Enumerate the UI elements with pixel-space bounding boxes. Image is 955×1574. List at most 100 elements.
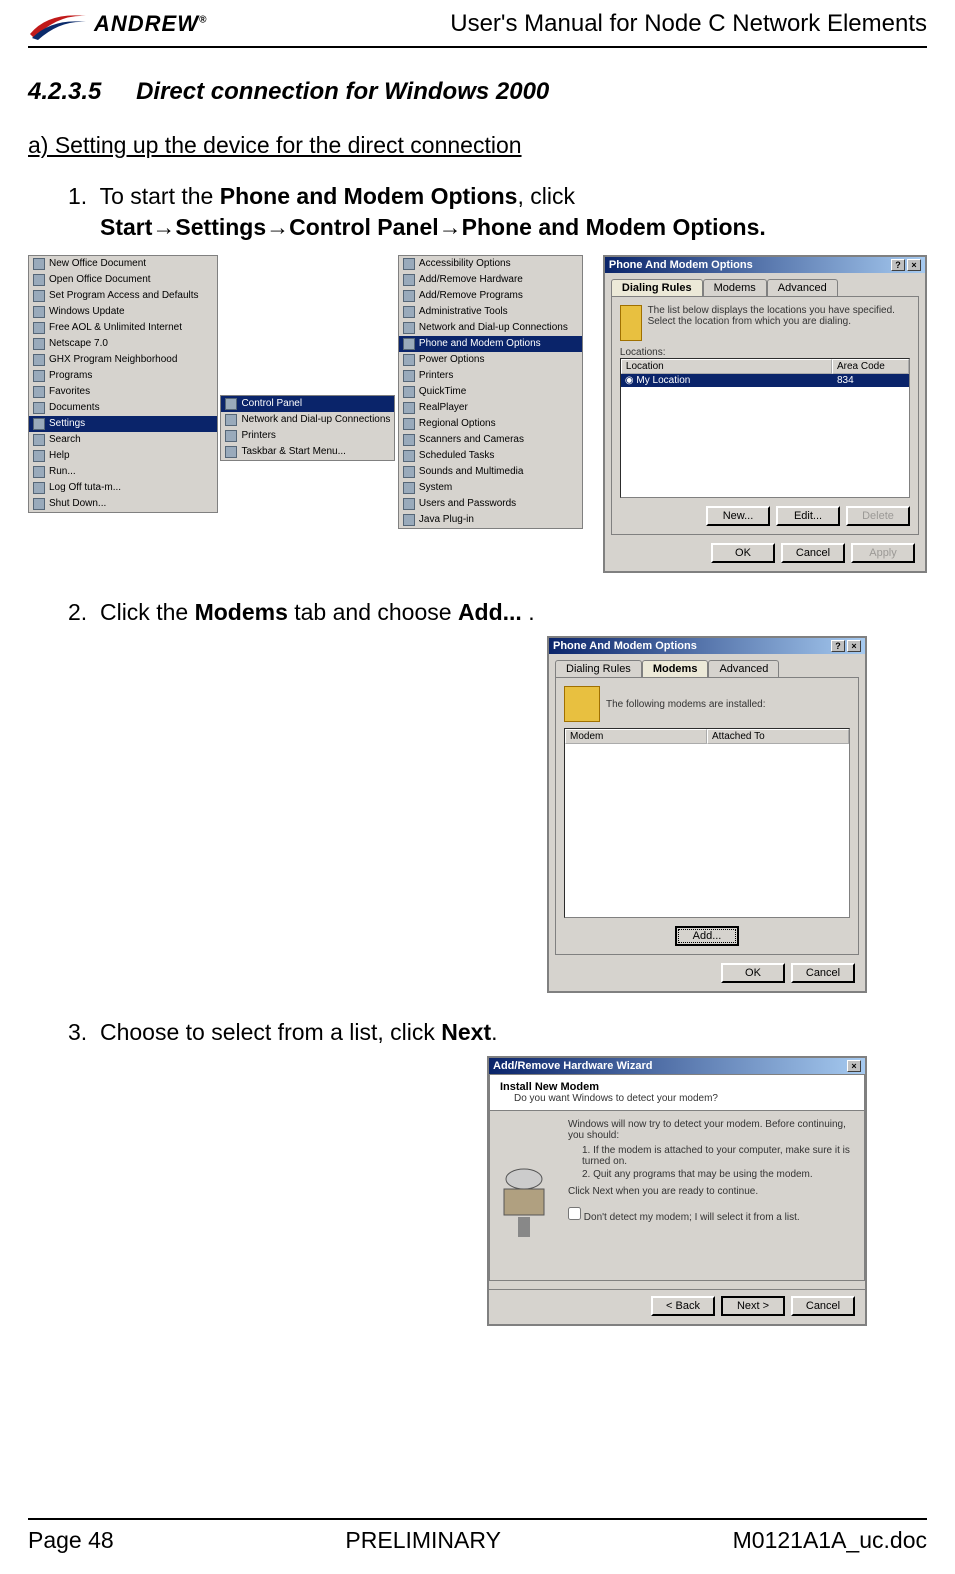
tab-modems[interactable]: Modems [642, 660, 709, 677]
menu-item[interactable]: QuickTime [399, 384, 582, 400]
row-location[interactable]: ◉ My Location [621, 374, 833, 387]
wizard-text-1: Windows will now try to detect your mode… [568, 1119, 856, 1141]
start-menu-column-2[interactable]: Control PanelNetwork and Dial-up Connect… [220, 395, 395, 461]
menu-item[interactable]: Printers [399, 368, 582, 384]
dont-detect-checkbox[interactable] [568, 1207, 581, 1220]
row-area: 834 [833, 374, 909, 387]
menu-item[interactable]: Phone and Modem Options [399, 336, 582, 352]
step-3-number: 3. [68, 1019, 87, 1045]
menu-item[interactable]: Accessibility Options [399, 256, 582, 272]
menu-item[interactable]: Network and Dial-up Connections [221, 412, 394, 428]
menu-item[interactable]: Java Plug-in [399, 512, 582, 528]
ok-button[interactable]: OK [721, 963, 785, 983]
menu-item[interactable]: Sounds and Multimedia [399, 464, 582, 480]
step-2: 2. Click the Modems tab and choose Add..… [68, 597, 927, 628]
cancel-button[interactable]: Cancel [781, 543, 845, 563]
step-2-number: 2. [68, 599, 87, 625]
close-icon[interactable]: × [847, 1060, 861, 1072]
page-footer: Page 48 PRELIMINARY M0121A1A_uc.doc [28, 1527, 927, 1554]
brand-text: ANDREW® [94, 11, 207, 37]
dialog-body: The list below displays the locations yo… [611, 296, 919, 535]
wizard-checkbox-row[interactable]: Don't detect my modem; I will select it … [568, 1207, 856, 1223]
col-location[interactable]: Location [621, 359, 832, 374]
menu-item[interactable]: System [399, 480, 582, 496]
new-button[interactable]: New... [706, 506, 770, 526]
wizard-side-graphic [498, 1119, 558, 1249]
menu-item[interactable]: Windows Update [29, 304, 217, 320]
tab-advanced[interactable]: Advanced [767, 279, 838, 296]
col-attached-to[interactable]: Attached To [707, 729, 849, 744]
dialog-titlebar[interactable]: Phone And Modem Options ?× [605, 257, 925, 273]
help-icon[interactable]: ? [831, 640, 845, 652]
start-menu-column-3[interactable]: Accessibility OptionsAdd/Remove Hardware… [398, 255, 583, 529]
menu-item[interactable]: Favorites [29, 384, 217, 400]
menu-item[interactable]: Settings [29, 416, 217, 432]
window-controls[interactable]: ?× [891, 259, 921, 271]
window-controls[interactable]: × [847, 1060, 861, 1072]
tab-dialing-rules[interactable]: Dialing Rules [611, 279, 703, 296]
menu-item[interactable]: Scheduled Tasks [399, 448, 582, 464]
menu-item[interactable]: Netscape 7.0 [29, 336, 217, 352]
menu-item[interactable]: Search [29, 432, 217, 448]
step-3: 3. Choose to select from a list, click N… [68, 1017, 927, 1048]
col-area-code[interactable]: Area Code [832, 359, 909, 374]
dialog-hint: The following modems are installed: [606, 699, 766, 710]
cancel-button[interactable]: Cancel [791, 1296, 855, 1316]
menu-item[interactable]: Shut Down... [29, 496, 217, 512]
menu-item[interactable]: GHX Program Neighborhood [29, 352, 217, 368]
menu-item[interactable]: Run... [29, 464, 217, 480]
step-1-number: 1. [68, 183, 87, 209]
apply-button[interactable]: Apply [851, 543, 915, 563]
back-button[interactable]: < Back [651, 1296, 715, 1316]
menu-item[interactable]: Scanners and Cameras [399, 432, 582, 448]
footer-rule [28, 1518, 927, 1520]
dialog-titlebar[interactable]: Add/Remove Hardware Wizard × [489, 1058, 865, 1074]
menu-item[interactable]: Power Options [399, 352, 582, 368]
dialog-title: Add/Remove Hardware Wizard [493, 1060, 652, 1072]
start-menu-column-1[interactable]: New Office DocumentOpen Office DocumentS… [28, 255, 218, 513]
menu-item[interactable]: Add/Remove Hardware [399, 272, 582, 288]
menu-item[interactable]: Taskbar & Start Menu... [221, 444, 394, 460]
edit-button[interactable]: Edit... [776, 506, 840, 526]
wizard-heading: Install New Modem [500, 1081, 854, 1093]
close-icon[interactable]: × [847, 640, 861, 652]
modems-list[interactable]: Modem Attached To [564, 728, 850, 918]
menu-item[interactable]: New Office Document [29, 256, 217, 272]
footer-filename: M0121A1A_uc.doc [733, 1527, 927, 1554]
dialog-titlebar[interactable]: Phone And Modem Options ?× [549, 638, 865, 654]
add-button[interactable]: Add... [675, 926, 739, 946]
menu-item[interactable]: Network and Dial-up Connections [399, 320, 582, 336]
menu-item[interactable]: Users and Passwords [399, 496, 582, 512]
close-icon[interactable]: × [907, 259, 921, 271]
modem-icon [564, 686, 600, 722]
section-title: Direct connection for Windows 2000 [136, 78, 549, 105]
ok-button[interactable]: OK [711, 543, 775, 563]
menu-item[interactable]: Set Program Access and Defaults [29, 288, 217, 304]
next-button[interactable]: Next > [721, 1296, 785, 1316]
cancel-button[interactable]: Cancel [791, 963, 855, 983]
menu-item[interactable]: Printers [221, 428, 394, 444]
menu-item[interactable]: Log Off tuta-m... [29, 480, 217, 496]
tab-dialing-rules[interactable]: Dialing Rules [555, 660, 642, 677]
dialog-hint: The list below displays the locations yo… [648, 305, 910, 327]
menu-item[interactable]: Regional Options [399, 416, 582, 432]
window-controls[interactable]: ?× [831, 640, 861, 652]
tab-advanced[interactable]: Advanced [708, 660, 779, 677]
menu-item[interactable]: Administrative Tools [399, 304, 582, 320]
menu-item[interactable]: Control Panel [221, 396, 394, 412]
tabs: Dialing Rules Modems Advanced [555, 660, 859, 677]
menu-item[interactable]: Documents [29, 400, 217, 416]
help-icon[interactable]: ? [891, 259, 905, 271]
menu-item[interactable]: RealPlayer [399, 400, 582, 416]
menu-item[interactable]: Free AOL & Unlimited Internet [29, 320, 217, 336]
col-modem[interactable]: Modem [565, 729, 707, 744]
tab-modems[interactable]: Modems [703, 279, 767, 296]
menu-item[interactable]: Programs [29, 368, 217, 384]
logo-swoosh-icon [28, 8, 88, 40]
menu-item[interactable]: Open Office Document [29, 272, 217, 288]
menu-item[interactable]: Help [29, 448, 217, 464]
delete-button[interactable]: Delete [846, 506, 910, 526]
locations-list[interactable]: Location Area Code ◉ My Location 834 [620, 358, 910, 498]
screenshot-add-hardware-wizard: Add/Remove Hardware Wizard × Install New… [487, 1056, 867, 1326]
menu-item[interactable]: Add/Remove Programs [399, 288, 582, 304]
